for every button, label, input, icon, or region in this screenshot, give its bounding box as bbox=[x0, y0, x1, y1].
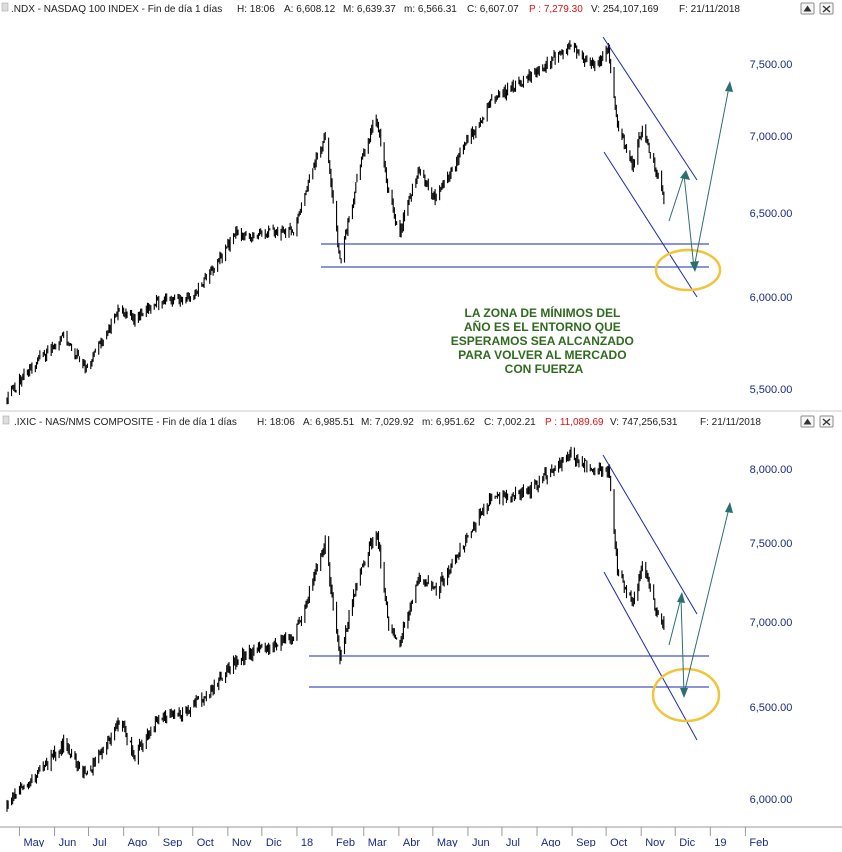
panel2-header-a: A: 6,985.51 bbox=[303, 417, 355, 428]
panel2-arrow-2 bbox=[680, 597, 685, 695]
panel1-header-mlow: m: 6,566.31 bbox=[404, 4, 457, 15]
ndx-price-series bbox=[6, 40, 665, 405]
svg-text:.NDX - NASDAQ 100 INDEX - Fin: .NDX - NASDAQ 100 INDEX - Fin de día 1 d… bbox=[11, 4, 519, 15]
x-axis-tick-label: Dic bbox=[266, 837, 282, 847]
panel2-header-v: V: 747,256,531 bbox=[610, 417, 678, 428]
panel2-y-tick-label: 6,000.00 bbox=[750, 794, 793, 806]
x-axis-tick-label: May bbox=[23, 837, 44, 847]
x-axis: May Jun Jul Ago Sep Oct Nov Dic 18 Feb Mar Abr May Ju… bbox=[18, 827, 768, 849]
panel1-header-f: F: 21/11/2018 bbox=[679, 4, 740, 15]
panel2-header-prefix: .IXIC - NAS/NMS COMPOSITE - Fin de día 1… bbox=[14, 417, 237, 428]
x-axis-tick-label: Jul bbox=[506, 837, 520, 847]
panel1-arrowhead-down bbox=[690, 261, 699, 272]
x-axis-tick-label: 19 bbox=[714, 837, 726, 847]
panel2-y-tick-label: 6,500.00 bbox=[750, 702, 793, 714]
svg-text:V: 254,107,169 F: 21/11/: V: 254,107,169 F: 21/11/2018 bbox=[591, 4, 740, 15]
panel2-y-tick-label: 7,000.00 bbox=[750, 617, 793, 629]
x-axis-tick-label: Ago bbox=[541, 837, 561, 847]
panel2-drawings bbox=[309, 454, 733, 741]
close-icon bbox=[822, 418, 831, 426]
panel2-header-h: H: 18:06 bbox=[257, 417, 295, 428]
panel1-header-a: A: 6,608.12 bbox=[284, 4, 336, 15]
x-axis-tick-label: Oct bbox=[610, 837, 627, 847]
panel1-y-tick-label: 7,500.00 bbox=[750, 59, 793, 71]
ixic-price-series bbox=[6, 446, 665, 812]
panel1-target-ellipse bbox=[654, 248, 722, 292]
panel1-close-button[interactable] bbox=[819, 2, 834, 15]
x-axis-tick-label: Feb bbox=[336, 837, 355, 847]
panel2-header-c: C: 7,002.21 bbox=[484, 417, 536, 428]
x-axis-tick-label: Jun bbox=[59, 837, 77, 847]
panel2-channel-lower bbox=[603, 571, 698, 741]
panel2-header: .IXIC - NAS/NMS COMPOSITE - Fin de día 1… bbox=[2, 415, 761, 428]
x-axis-tick-label: Abr bbox=[403, 837, 420, 847]
triangle-up-icon bbox=[803, 418, 812, 425]
triangle-up-icon bbox=[803, 5, 812, 12]
panel1-header-m: M: 6,639.37 bbox=[343, 4, 396, 15]
panel1-header-h: H: 18:06 bbox=[237, 4, 275, 15]
panel2-target-ellipse bbox=[651, 667, 721, 723]
panel1-arrowhead-up-final bbox=[725, 81, 733, 92]
x-axis-tick-label: Nov bbox=[232, 837, 252, 847]
panel1-y-tick-label: 6,000.00 bbox=[750, 292, 793, 304]
panel2-header-icon bbox=[2, 415, 10, 425]
x-axis-tick-label: Nov bbox=[645, 837, 665, 847]
x-axis-tick-label: Feb bbox=[749, 837, 768, 847]
panel2-arrow-1 bbox=[668, 597, 682, 646]
x-axis-tick-label: Jul bbox=[93, 837, 107, 847]
x-axis-tick-label: Oct bbox=[197, 837, 214, 847]
svg-text:V: 747,256,531 F: 21/11/: V: 747,256,531 F: 21/11/2018 bbox=[610, 417, 761, 428]
panel2-close-button[interactable] bbox=[819, 415, 834, 428]
panel2-header-mlow: m: 6,951.62 bbox=[422, 417, 475, 428]
panel1-header-prefix: .NDX - NASDAQ 100 INDEX - Fin de día 1 d… bbox=[11, 4, 222, 15]
panel1-channel-lower bbox=[603, 151, 698, 298]
panel2-header-f: F: 21/11/2018 bbox=[700, 417, 761, 428]
panel2-arrowhead-up-final bbox=[725, 502, 733, 513]
panel1-header-c: C: 6,607.07 bbox=[467, 4, 519, 15]
panel1-header-v: V: 254,107,169 bbox=[591, 4, 659, 15]
panel1-y-tick-label: 7,000.00 bbox=[750, 131, 793, 143]
svg-text:.IXIC - NAS/NMS COMPOSITE - Fi: .IXIC - NAS/NMS COMPOSITE - Fin de día 1… bbox=[14, 417, 536, 428]
x-axis-tick-label: Ago bbox=[128, 837, 148, 847]
x-axis-tick-label: Sep bbox=[163, 837, 183, 847]
panel1-y-tick-label: 5,500.00 bbox=[750, 384, 793, 396]
panel1-arrowhead-up bbox=[680, 170, 690, 180]
panel2-arrow-3 bbox=[683, 507, 730, 695]
panel1-channel-upper bbox=[602, 36, 698, 181]
panel1-y-axis: 7,500.00 7,000.00 6,500.00 6,000.00 5,50… bbox=[750, 59, 793, 396]
panel1-annotation: LA ZONA DE MÍNIMOS DEL AÑO ES EL ENTORNO… bbox=[451, 305, 637, 376]
panel1-drawings: LA ZONA DE MÍNIMOS DEL AÑO ES EL ENTORNO… bbox=[321, 36, 733, 376]
panel2-y-tick-label: 7,500.00 bbox=[750, 538, 793, 550]
panel2-arrowhead-down bbox=[680, 688, 688, 698]
panel2-up-button[interactable] bbox=[800, 415, 815, 428]
panel2-y-tick-label: 8,000.00 bbox=[750, 464, 793, 476]
panel2-header-m: M: 7,029.92 bbox=[361, 417, 414, 428]
panel1-header-icon bbox=[1, 2, 9, 12]
panel1-header-p: P : 7,279.30 bbox=[529, 4, 583, 15]
panel2-header-p: P : 11,089.69 bbox=[545, 417, 604, 428]
x-axis-tick-label: May bbox=[437, 837, 458, 847]
panel1-up-button[interactable] bbox=[800, 2, 815, 15]
panel2-arrowhead-up bbox=[677, 592, 685, 603]
x-axis-tick-label: Mar bbox=[368, 837, 387, 847]
panel2-channel-upper bbox=[602, 454, 698, 615]
panel2-y-axis: 8,000.00 7,500.00 7,000.00 6,500.00 6,00… bbox=[750, 464, 793, 806]
panel1-arrow-2 bbox=[683, 174, 695, 269]
x-axis-tick-label: 18 bbox=[301, 837, 313, 847]
close-icon bbox=[822, 5, 831, 13]
panel1-arrow-3 bbox=[693, 86, 730, 269]
x-axis-tick-label: Jun bbox=[472, 837, 490, 847]
x-axis-tick-label: Dic bbox=[679, 837, 695, 847]
x-axis-tick-label: Sep bbox=[576, 837, 596, 847]
panel1-y-tick-label: 6,500.00 bbox=[750, 208, 793, 220]
panel1-arrow-1 bbox=[668, 174, 685, 222]
panel1-header: .NDX - NASDAQ 100 INDEX - Fin de día 1 d… bbox=[1, 2, 740, 15]
